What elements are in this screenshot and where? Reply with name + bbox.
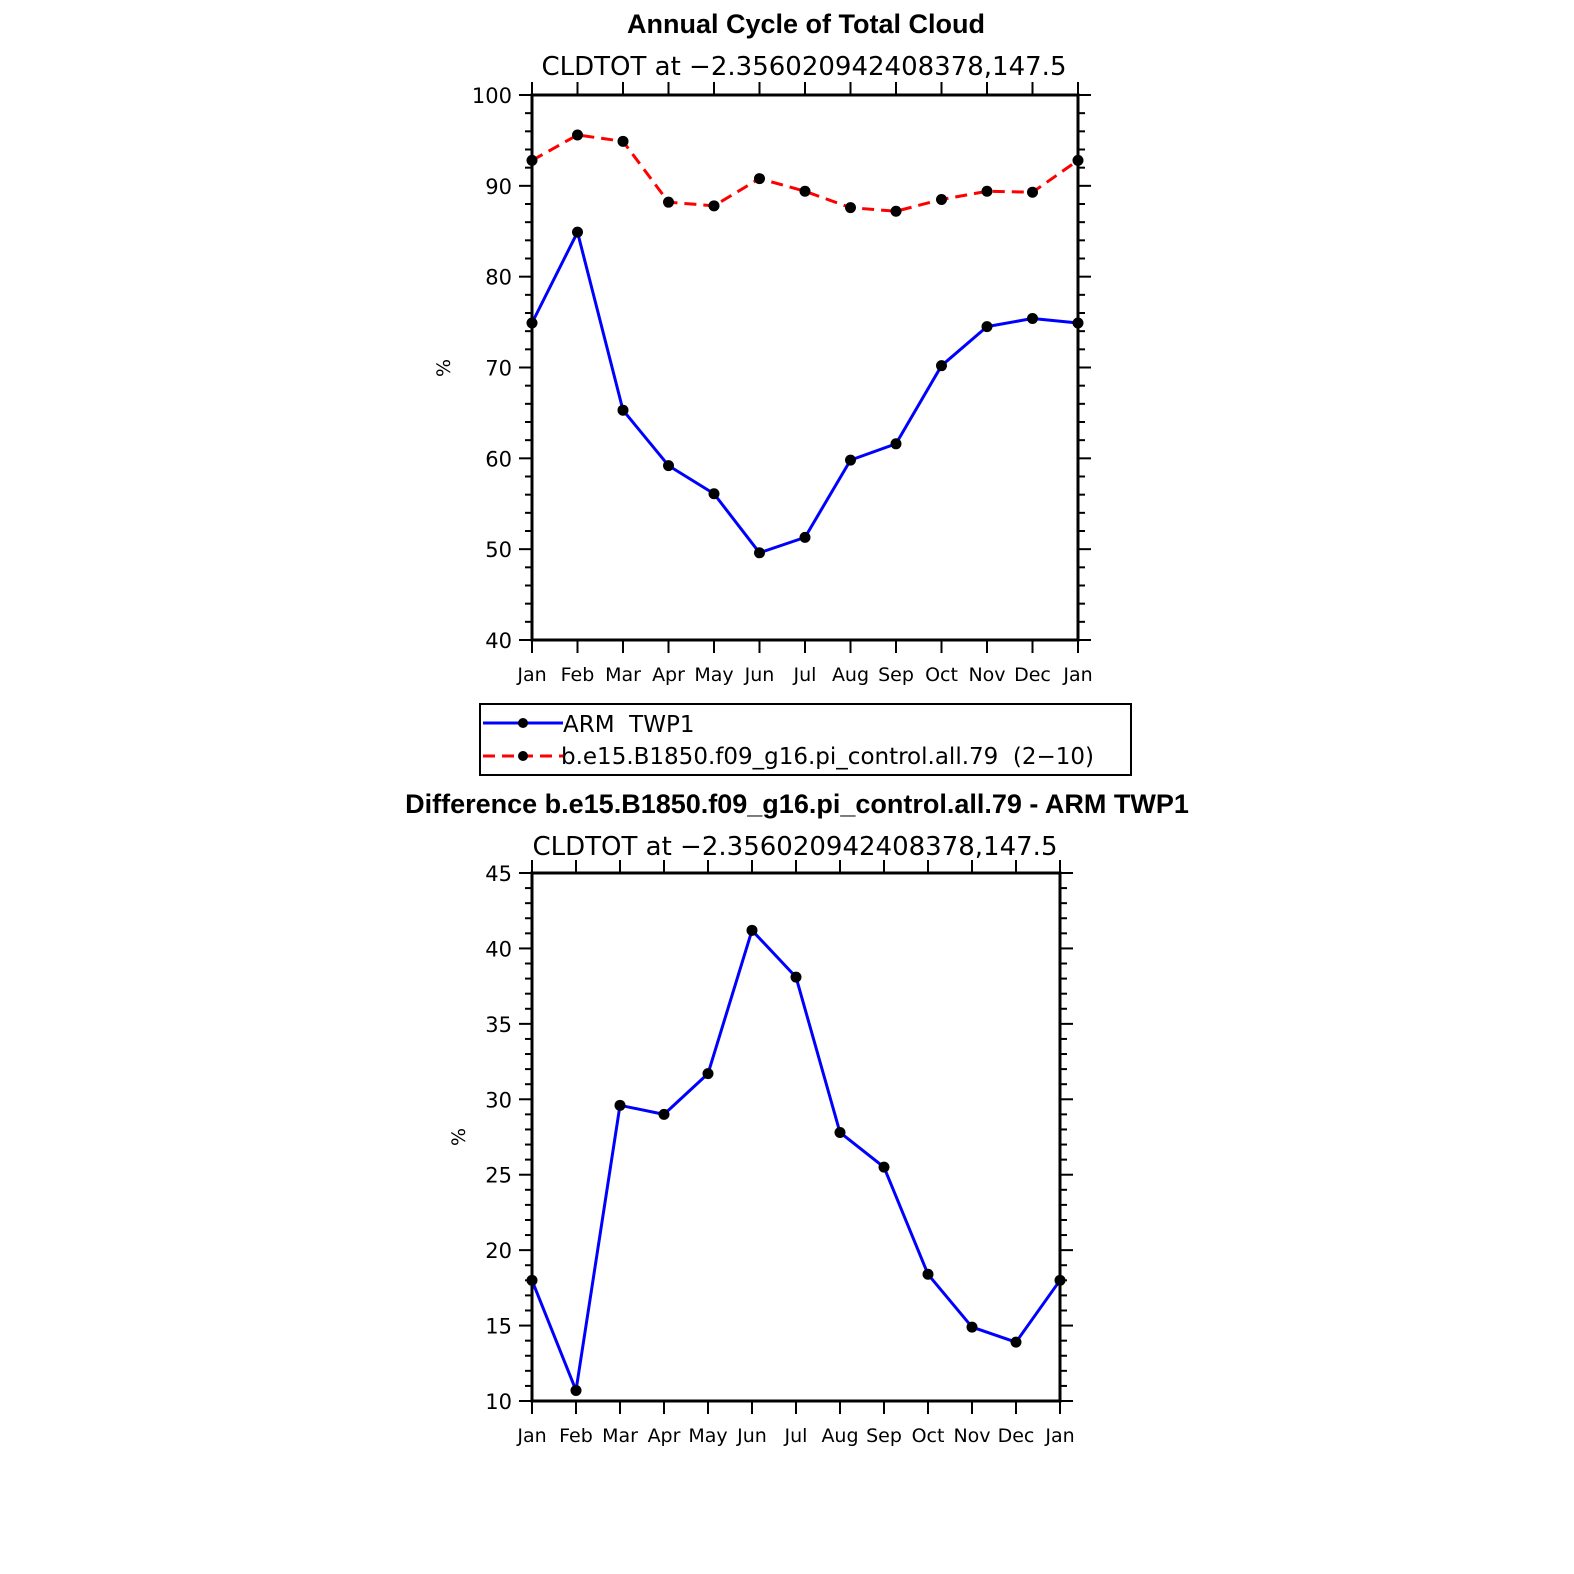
top-series-0-point bbox=[754, 547, 765, 559]
top-y-tick-label: 70 bbox=[485, 357, 512, 381]
top-series-1-point bbox=[663, 196, 674, 208]
bottom-series-0-point bbox=[966, 1321, 978, 1333]
bottom-series-0-point bbox=[746, 924, 758, 936]
bottom-y-tick-label: 30 bbox=[485, 1088, 512, 1112]
top-series-1-point bbox=[754, 173, 765, 185]
top-series-1-point bbox=[936, 193, 947, 205]
legend: ARM TWP1 b.e15.B1850.f09_g16.pi_control.… bbox=[479, 703, 1132, 776]
bottom-series-line-0 bbox=[530, 928, 1062, 1392]
top-series-0-point bbox=[981, 321, 993, 333]
top-series-1-point bbox=[1072, 154, 1084, 166]
bottom-x-tick-label: Sep bbox=[866, 1425, 902, 1447]
top-chart-subtitle: CLDTOT at −2.356020942408378,147.5 bbox=[542, 52, 1067, 82]
bottom-series-0-point bbox=[878, 1161, 890, 1173]
top-y-tick-label: 100 bbox=[472, 84, 512, 108]
bottom-chart-title: Difference b.e15.B1850.f09_g16.pi_contro… bbox=[405, 789, 1189, 819]
top-series-0-point bbox=[617, 404, 629, 416]
bottom-series-0-point bbox=[1054, 1274, 1066, 1286]
top-series-1-point bbox=[708, 200, 720, 212]
top-x-tick-label: Jul bbox=[793, 664, 817, 686]
bottom-x-tick-label: Jun bbox=[736, 1425, 767, 1447]
bottom-y-tick-label: 15 bbox=[485, 1315, 512, 1339]
legend-label-arm: ARM TWP1 bbox=[563, 712, 694, 738]
top-x-tick-label: Jan bbox=[516, 664, 546, 686]
top-y-tick-label: 60 bbox=[485, 447, 512, 471]
top-y-tick-label: 80 bbox=[485, 266, 512, 290]
legend-marker-arm bbox=[518, 718, 528, 728]
top-x-tick-label: Aug bbox=[832, 664, 869, 686]
bottom-x-tick-label: Nov bbox=[953, 1425, 990, 1447]
bottom-chart-subtitle: CLDTOT at −2.356020942408378,147.5 bbox=[533, 832, 1058, 862]
bottom-series-0-point bbox=[658, 1108, 670, 1120]
bottom-x-tick-label: Jan bbox=[1044, 1425, 1074, 1447]
bottom-x-tick-label: Aug bbox=[821, 1425, 858, 1447]
top-series-0-point bbox=[1027, 312, 1038, 324]
bottom-y-tick-label: 45 bbox=[485, 862, 512, 886]
top-series-1-point bbox=[572, 129, 583, 141]
top-plot-frame bbox=[530, 93, 1080, 642]
top-series-1-point bbox=[799, 185, 811, 197]
bottom-x-tick-label: Jul bbox=[784, 1425, 808, 1447]
top-series-0-point bbox=[936, 360, 947, 372]
top-y-tick-label: 90 bbox=[485, 175, 512, 199]
top-series-0-point bbox=[708, 488, 720, 500]
bottom-series-0-point bbox=[702, 1068, 714, 1080]
top-x-tick-label: Mar bbox=[605, 664, 641, 686]
top-x-tick-label: Feb bbox=[561, 664, 595, 686]
top-x-tick-label: Sep bbox=[878, 664, 914, 686]
bottom-x-tick-label: Jan bbox=[516, 1425, 546, 1447]
top-series-1-point bbox=[845, 202, 856, 214]
top-series-0-point bbox=[799, 531, 811, 543]
top-x-tick-label: May bbox=[694, 664, 733, 686]
top-x-tick-label: Jun bbox=[744, 664, 775, 686]
bottom-series-0-point bbox=[526, 1274, 538, 1286]
bottom-y-tick-label: 10 bbox=[485, 1390, 512, 1414]
top-series-0-point bbox=[526, 317, 538, 329]
top-series-0-point bbox=[663, 460, 674, 472]
top-series-1-point bbox=[617, 135, 629, 147]
bottom-y-tick-label: 25 bbox=[485, 1164, 512, 1188]
top-y-tick-label: 40 bbox=[485, 629, 512, 653]
top-x-tick-label: Dec bbox=[1014, 664, 1051, 686]
top-series-0-point bbox=[1072, 317, 1084, 329]
top-x-tick-label: Oct bbox=[925, 664, 958, 686]
bottom-series-0-point bbox=[834, 1126, 846, 1138]
bottom-x-tick-label: Apr bbox=[648, 1425, 681, 1447]
bottom-series-0-point bbox=[1010, 1336, 1022, 1348]
bottom-x-tick-label: May bbox=[688, 1425, 727, 1447]
bottom-chart-y-axis-label: % bbox=[448, 1128, 470, 1146]
top-y-tick-label: 50 bbox=[485, 538, 512, 562]
bottom-x-tick-label: Dec bbox=[998, 1425, 1035, 1447]
top-x-tick-label: Apr bbox=[652, 664, 685, 686]
bottom-y-tick-label: 35 bbox=[485, 1013, 512, 1037]
bottom-x-tick-label: Feb bbox=[559, 1425, 593, 1447]
legend-box bbox=[479, 703, 1132, 776]
top-series-line-0 bbox=[530, 230, 1079, 555]
bottom-y-tick-label: 20 bbox=[485, 1239, 512, 1263]
bottom-y-tick-label: 40 bbox=[485, 937, 512, 961]
bottom-x-tick-label: Oct bbox=[912, 1425, 945, 1447]
top-series-1-point bbox=[981, 185, 993, 197]
top-series-0-point bbox=[572, 226, 583, 238]
bottom-series-0-point bbox=[570, 1384, 582, 1396]
bottom-series-0-point bbox=[922, 1268, 934, 1280]
bottom-x-tick-label: Mar bbox=[602, 1425, 638, 1447]
bottom-plot-frame bbox=[530, 871, 1062, 1403]
top-x-tick-label: Jan bbox=[1062, 664, 1092, 686]
bottom-series-0-point bbox=[614, 1099, 626, 1111]
top-series-1-point bbox=[890, 205, 902, 217]
top-chart-title: Annual Cycle of Total Cloud bbox=[627, 9, 985, 39]
top-series-0-point bbox=[890, 438, 902, 450]
legend-label-model: b.e15.B1850.f09_g16.pi_control.all.79 (2… bbox=[561, 744, 1094, 770]
top-chart-y-axis-label: % bbox=[433, 359, 455, 377]
top-series-1-point bbox=[1027, 186, 1038, 198]
top-series-0-point bbox=[845, 454, 856, 466]
bottom-series-0-point bbox=[790, 971, 802, 983]
top-series-line-1 bbox=[531, 133, 1079, 213]
top-series-1-point bbox=[526, 154, 538, 166]
legend-marker-model bbox=[518, 751, 528, 761]
top-x-tick-label: Nov bbox=[968, 664, 1005, 686]
